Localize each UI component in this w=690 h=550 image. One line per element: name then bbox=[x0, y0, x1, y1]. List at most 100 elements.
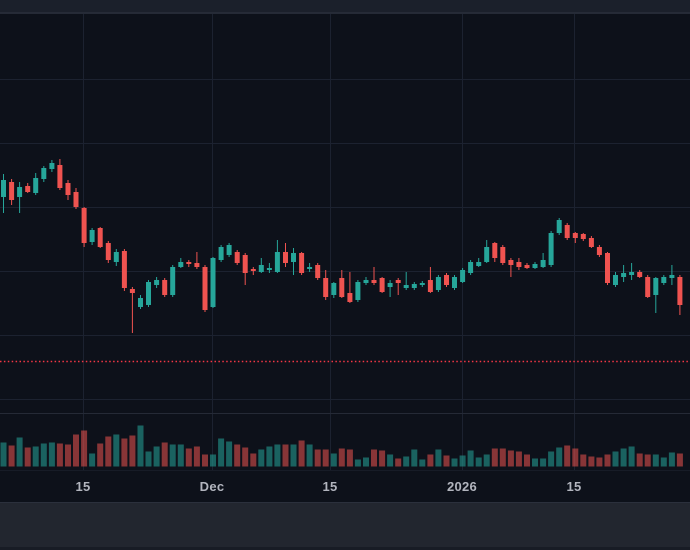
volume-bar bbox=[226, 441, 233, 467]
volume-bar bbox=[330, 453, 337, 467]
candle-body-down bbox=[564, 225, 570, 238]
volume-bar bbox=[274, 444, 281, 467]
volume-bar bbox=[676, 453, 683, 467]
candle-body-down bbox=[194, 263, 200, 267]
candle-body-up bbox=[266, 268, 272, 270]
volume-bar bbox=[306, 444, 313, 467]
volume-bar bbox=[145, 451, 152, 467]
candle-body-down bbox=[637, 272, 643, 277]
candle-body-up bbox=[1, 180, 6, 197]
time-axis-label[interactable]: 15 bbox=[322, 479, 338, 494]
volume-bar bbox=[354, 459, 361, 467]
candle-body-up bbox=[460, 270, 466, 282]
candle-body-up bbox=[363, 280, 369, 283]
volume-bar bbox=[660, 457, 667, 467]
candle-body-up bbox=[387, 283, 393, 287]
candle-body-up bbox=[331, 283, 337, 295]
candle-body-up bbox=[556, 220, 562, 233]
candle-body-up bbox=[178, 262, 184, 267]
time-axis-label[interactable]: 15 bbox=[566, 479, 582, 494]
candle-body-up bbox=[629, 272, 635, 275]
candle-body-up bbox=[411, 284, 417, 288]
volume-bar bbox=[24, 447, 31, 467]
volume-bar bbox=[161, 442, 168, 467]
candle-body-down bbox=[283, 252, 288, 263]
candle-body-up bbox=[468, 262, 474, 273]
volume-bar bbox=[644, 454, 651, 467]
volume-bar bbox=[81, 430, 88, 467]
candle-body-up bbox=[170, 267, 176, 295]
time-axis-label[interactable]: 2026 bbox=[446, 479, 478, 494]
volume-bar bbox=[121, 438, 128, 467]
candle-body-down bbox=[25, 186, 31, 192]
candle-body-up bbox=[661, 277, 667, 283]
volume-bar bbox=[371, 449, 377, 467]
volume-bar bbox=[556, 447, 563, 467]
candle-body-down bbox=[500, 247, 506, 263]
candle-body-up bbox=[89, 230, 95, 242]
volume-bar bbox=[612, 451, 619, 467]
volume-bar bbox=[210, 454, 216, 467]
candle-body-down bbox=[588, 238, 594, 247]
volume-bar bbox=[387, 454, 394, 467]
candle-body-up bbox=[669, 275, 675, 278]
volume-bar bbox=[89, 453, 96, 467]
volume-bar bbox=[467, 450, 474, 467]
time-axis[interactable]: 15 Dec 15 2026 15 bbox=[0, 470, 690, 502]
volume-bar bbox=[129, 435, 136, 467]
volume-bar bbox=[282, 444, 289, 467]
candle-body-up bbox=[355, 282, 361, 300]
candle-body-up bbox=[653, 278, 659, 295]
volume-bar bbox=[451, 458, 458, 467]
candle-body-down bbox=[129, 289, 135, 293]
candle-body-down bbox=[97, 228, 103, 247]
candle-body-down bbox=[371, 280, 377, 283]
volume-bar bbox=[242, 447, 249, 467]
volume-bar bbox=[483, 454, 490, 467]
candle-body-up bbox=[532, 264, 538, 268]
candle-body-down bbox=[81, 208, 87, 243]
chart-pane[interactable] bbox=[0, 0, 690, 470]
candlestick-canvas[interactable] bbox=[0, 0, 690, 470]
volume-bar bbox=[532, 458, 538, 467]
volume-bar bbox=[169, 444, 176, 467]
candle-body-down bbox=[250, 269, 256, 271]
candle-body-down bbox=[379, 278, 385, 292]
volume-bar bbox=[32, 446, 39, 467]
volume-bar bbox=[250, 453, 257, 467]
volume-bar bbox=[137, 425, 144, 467]
candle-body-up bbox=[548, 233, 554, 265]
candle-body-up bbox=[17, 187, 23, 197]
volume-bar bbox=[113, 434, 120, 467]
candle-body-down bbox=[596, 247, 602, 255]
candle-body-down bbox=[339, 278, 345, 297]
volume-bar bbox=[185, 448, 192, 467]
volume-bar bbox=[507, 450, 514, 467]
volume-bar bbox=[459, 455, 466, 467]
candle-body-down bbox=[105, 243, 111, 260]
candle-body-down bbox=[57, 165, 63, 188]
candle-body-down bbox=[492, 243, 498, 258]
volume-bar bbox=[403, 456, 410, 467]
candle-body-up bbox=[146, 282, 151, 305]
candle-body-up bbox=[621, 273, 627, 277]
volume-bar bbox=[258, 449, 265, 467]
candle-body-up bbox=[138, 298, 143, 307]
volume-bar bbox=[48, 442, 55, 467]
volume-bar bbox=[435, 449, 442, 467]
volume-bar bbox=[153, 446, 160, 467]
candle-body-down bbox=[299, 253, 305, 273]
volume-bar bbox=[515, 451, 522, 467]
volume-bar bbox=[596, 457, 603, 467]
time-axis-label[interactable]: 15 bbox=[75, 479, 91, 494]
volume-bar bbox=[266, 446, 273, 467]
candle-body-up bbox=[419, 283, 425, 285]
time-axis-label[interactable]: Dec bbox=[199, 479, 225, 494]
candle-body-down bbox=[234, 252, 240, 263]
volume-bar bbox=[636, 453, 643, 467]
volume-bar bbox=[572, 448, 579, 467]
candle-body-down bbox=[516, 262, 522, 267]
candle-body-down bbox=[645, 277, 651, 297]
volume-bar bbox=[314, 449, 321, 467]
